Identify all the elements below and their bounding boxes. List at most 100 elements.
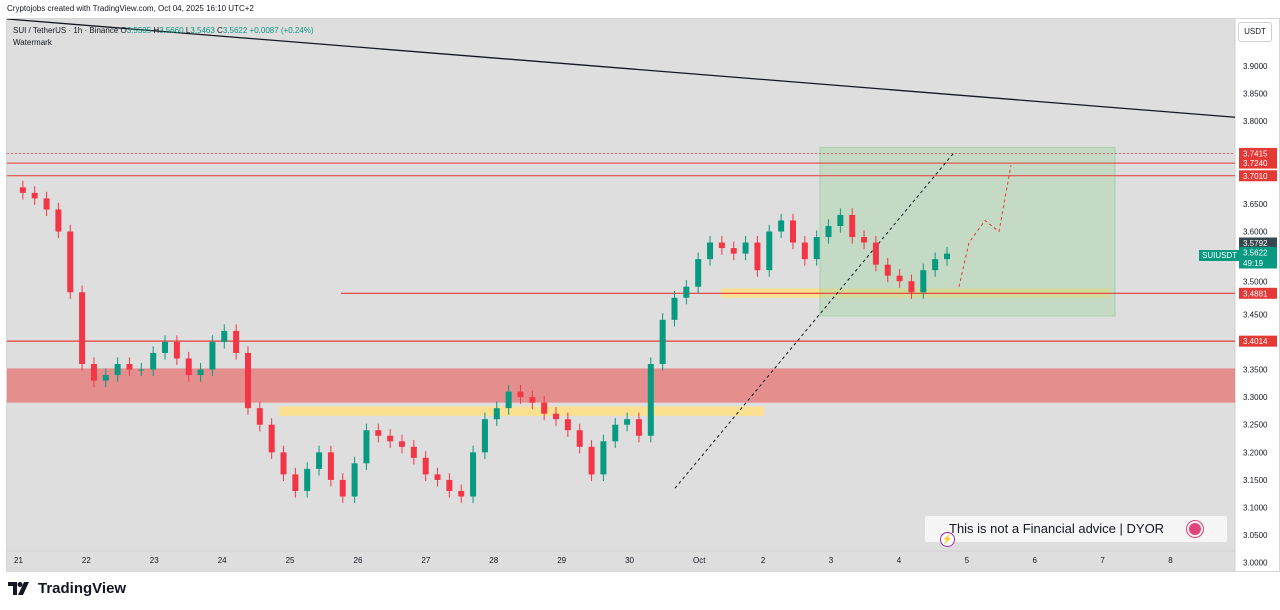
price-chart[interactable]: 3.95003.90003.85003.80003.65003.60003.45… <box>7 19 1279 571</box>
candle-body <box>517 391 524 398</box>
candle-body <box>256 408 263 425</box>
price-tag-r1: 3.7415 <box>1243 149 1268 158</box>
time-axis-label: 4 <box>897 556 902 565</box>
change-value: +0.0087 (+0.24%) <box>249 26 314 35</box>
candle-body <box>671 297 678 320</box>
dart-icon <box>1187 521 1203 537</box>
candle-body <box>624 419 631 425</box>
close-label: C <box>217 26 223 35</box>
price-axis-label: 3.4500 <box>1243 310 1268 319</box>
price-axis-label: 3.0500 <box>1243 531 1268 540</box>
time-axis-label: 23 <box>150 556 159 565</box>
time-axis-label: 3 <box>829 556 834 565</box>
candle-body <box>233 330 240 353</box>
candle-body <box>268 424 275 453</box>
candle-body <box>600 441 607 475</box>
price-tag-bg-cur <box>1239 246 1277 258</box>
price-tag-cur: 3.5622 <box>1243 248 1268 257</box>
candle-body <box>861 237 868 243</box>
price-tag-bg-r2 <box>1239 157 1277 169</box>
candle-body <box>410 446 417 458</box>
candle-body <box>872 242 879 265</box>
candle-body <box>813 237 820 260</box>
zone-red-0 <box>7 368 1235 403</box>
price-axis-label: 3.0000 <box>1243 559 1268 568</box>
candle-body <box>221 330 228 342</box>
disclaimer-note: This is not a Financial advice | DYOR <box>925 516 1227 542</box>
candle-body <box>553 413 560 420</box>
high-value: 3.5660 <box>159 26 184 35</box>
candle-body <box>446 479 453 491</box>
candle-body <box>185 358 192 376</box>
time-axis-label: 28 <box>489 556 498 565</box>
price-tag-s1: 3.4881 <box>1243 289 1268 298</box>
candle-body <box>789 220 796 243</box>
time-axis-label: 25 <box>286 556 295 565</box>
candle-body <box>718 242 725 249</box>
candle-body <box>849 214 856 238</box>
candle-body <box>173 341 180 359</box>
price-axis-label: 3.1500 <box>1243 476 1268 485</box>
candle-body <box>742 242 749 254</box>
candle-body <box>375 430 382 436</box>
price-tag-cd: 49:19 <box>1243 259 1264 268</box>
candle-body <box>707 242 714 260</box>
watermark-label: Watermark <box>13 38 52 47</box>
tradingview-logo-icon <box>8 582 29 595</box>
candle-body <box>695 259 702 287</box>
price-axis-label: 3.2000 <box>1243 448 1268 457</box>
candle-body <box>766 231 773 271</box>
candle-body <box>363 430 370 464</box>
price-tag-bg-last <box>1239 237 1277 249</box>
candle-body <box>825 226 832 238</box>
candle-body <box>683 286 690 298</box>
time-axis-label: 27 <box>421 556 430 565</box>
open-label: O <box>120 26 127 35</box>
currency-button[interactable]: USDT <box>1238 22 1272 42</box>
candle-body <box>944 253 950 260</box>
candle-body <box>31 192 38 199</box>
candle-body <box>588 446 595 475</box>
price-tag-r2: 3.7240 <box>1243 159 1268 168</box>
symbol-price-tag: SUIUSDT <box>1199 250 1241 261</box>
candle-body <box>339 479 346 497</box>
ascending-trendline <box>674 151 956 489</box>
candle-body <box>280 452 287 475</box>
time-axis-label: 29 <box>557 556 566 565</box>
price-tag-bg-r1 <box>1239 147 1277 159</box>
price-axis-label: 3.9000 <box>1243 62 1268 71</box>
candle-body <box>316 452 323 469</box>
chart-area[interactable]: 3.95003.90003.85003.80003.65003.60003.45… <box>6 18 1280 572</box>
open-value: 3.5535 <box>126 26 152 35</box>
candle-body <box>470 452 477 497</box>
candle-body <box>908 281 915 293</box>
time-axis-label: 6 <box>1033 556 1038 565</box>
time-axis-label: Oct <box>693 556 706 565</box>
candle-body <box>458 490 465 497</box>
candle-body <box>304 468 311 491</box>
candle-body <box>398 441 405 447</box>
price-tag-bg-r3 <box>1239 170 1277 182</box>
candle-body <box>244 352 251 409</box>
price-tag-r3: 3.7010 <box>1243 172 1268 181</box>
candle-body <box>659 319 666 364</box>
price-axis-label: 3.6500 <box>1243 200 1268 209</box>
candle-body <box>43 198 50 210</box>
close-value: 3.5622 <box>222 26 248 35</box>
candle-body <box>67 231 74 293</box>
candle-body <box>801 242 808 260</box>
descending-trendline <box>7 19 1236 118</box>
candle-body <box>327 452 334 480</box>
price-tag-bg-s2 <box>1239 335 1277 347</box>
price-axis-label: 3.3500 <box>1243 366 1268 375</box>
candle-body <box>647 364 654 436</box>
price-axis-label: 3.6000 <box>1243 228 1268 237</box>
projected-path <box>958 165 1012 287</box>
candle-body <box>612 424 619 442</box>
time-axis-label: 8 <box>1168 556 1173 565</box>
candle-body <box>837 214 844 226</box>
price-tag-last: 3.5792 <box>1243 239 1268 248</box>
candle-body <box>564 419 571 431</box>
candle-body <box>209 341 216 370</box>
lightning-icon[interactable]: ⚡ <box>940 532 955 547</box>
